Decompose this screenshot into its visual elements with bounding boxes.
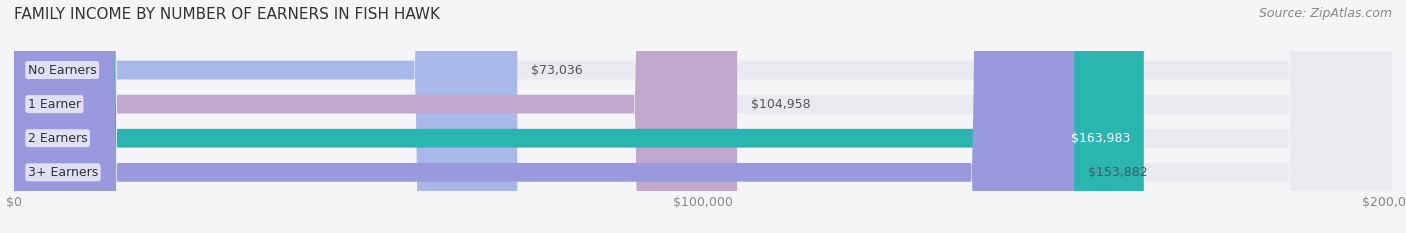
Text: 1 Earner: 1 Earner [28,98,82,111]
FancyBboxPatch shape [14,0,1074,233]
FancyBboxPatch shape [14,0,517,233]
Text: 2 Earners: 2 Earners [28,132,87,145]
Text: $73,036: $73,036 [531,64,582,76]
Text: Source: ZipAtlas.com: Source: ZipAtlas.com [1258,7,1392,20]
Text: $153,882: $153,882 [1088,166,1147,179]
Text: FAMILY INCOME BY NUMBER OF EARNERS IN FISH HAWK: FAMILY INCOME BY NUMBER OF EARNERS IN FI… [14,7,440,22]
Text: $163,983: $163,983 [1070,132,1130,145]
FancyBboxPatch shape [14,0,737,233]
FancyBboxPatch shape [14,0,1392,233]
FancyBboxPatch shape [14,0,1392,233]
FancyBboxPatch shape [14,0,1392,233]
Text: 3+ Earners: 3+ Earners [28,166,98,179]
FancyBboxPatch shape [14,0,1392,233]
Text: $104,958: $104,958 [751,98,811,111]
FancyBboxPatch shape [14,0,1144,233]
Text: No Earners: No Earners [28,64,97,76]
